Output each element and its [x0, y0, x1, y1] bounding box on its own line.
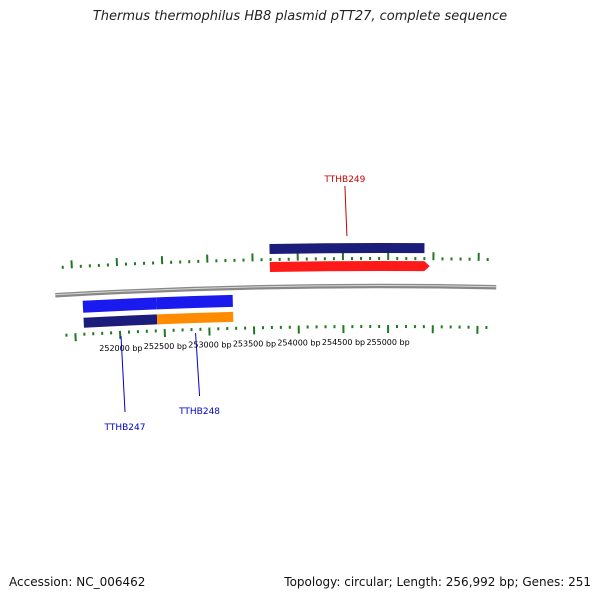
- scale-label: 254000 bp: [277, 339, 320, 348]
- scale-label: 254500 bp: [322, 338, 365, 347]
- scale-label: 252000 bp: [99, 344, 142, 353]
- scale-label: 253500 bp: [233, 339, 276, 348]
- feature-tracks: [82, 243, 430, 328]
- gene-label-tthb248[interactable]: TTHB248: [178, 407, 220, 417]
- backbone-layer: [55, 283, 497, 298]
- gene-labels: TTHB247 TTHB248 TTHB249: [104, 175, 366, 433]
- scale-label: 252500 bp: [144, 342, 187, 351]
- label-leader: [344, 185, 348, 237]
- gene-tthb248-box[interactable]: [156, 311, 234, 325]
- map-title: Thermus thermophilus HB8 plasmid pTT27, …: [92, 9, 508, 24]
- backbone-highlight: [55, 285, 497, 296]
- scale-ticks: 252000 bp 252500 bp 253000 bp 253500 bp 2540…: [61, 252, 489, 353]
- scale-label: 255000 bp: [366, 338, 409, 347]
- gene-tthb247-box[interactable]: [83, 314, 158, 328]
- gene-label-tthb249[interactable]: TTHB249: [323, 175, 365, 185]
- backbone-line: [55, 283, 497, 298]
- gene-tthb249-forward-box[interactable]: [269, 243, 425, 255]
- accession-text: Accession: NC_006462: [9, 575, 146, 589]
- gene-tthb248-outer-box[interactable]: [156, 294, 233, 310]
- label-leader: [120, 335, 126, 413]
- gene-tthb249-arrow[interactable]: [269, 261, 430, 273]
- label-leader: [195, 332, 201, 397]
- gene-tthb247-outer-box[interactable]: [82, 297, 157, 313]
- scale-label: 253000 bp: [188, 341, 231, 350]
- topology-summary: Topology: circular; Length: 256,992 bp; …: [284, 575, 591, 589]
- gene-label-tthb247[interactable]: TTHB247: [104, 423, 146, 433]
